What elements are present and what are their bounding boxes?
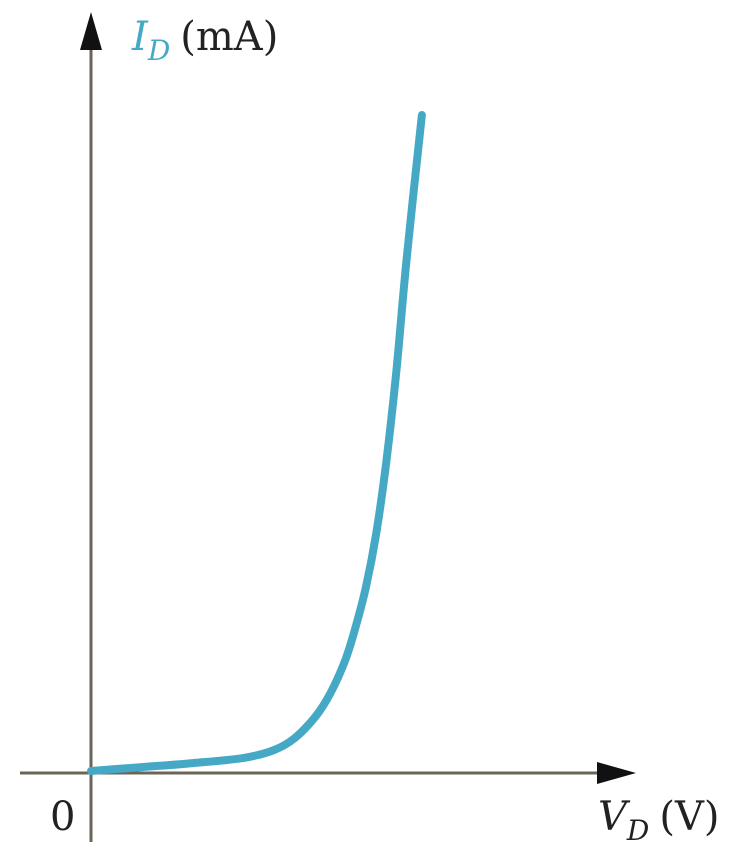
x-axis-unit: (V)	[659, 794, 719, 840]
x-axis-arrow-icon	[597, 762, 636, 784]
x-axis-label: VD (V)	[598, 794, 719, 842]
y-axis-subscript: D	[147, 34, 170, 67]
x-axis-symbol: V	[598, 794, 631, 840]
series-line-diode-curve	[87, 111, 426, 775]
origin-label: 0	[50, 794, 75, 840]
x-axis-subscript: D	[626, 814, 649, 842]
axes	[20, 12, 636, 842]
y-axis-symbol: I	[131, 14, 149, 60]
y-axis-label: ID (mA)	[131, 14, 278, 67]
y-axis-unit: (mA)	[180, 14, 278, 60]
y-axis-arrow-icon	[80, 12, 102, 50]
